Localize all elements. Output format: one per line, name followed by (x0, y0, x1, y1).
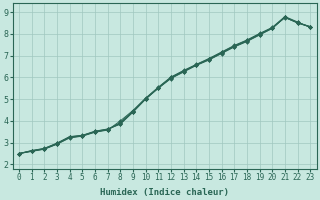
X-axis label: Humidex (Indice chaleur): Humidex (Indice chaleur) (100, 188, 229, 197)
